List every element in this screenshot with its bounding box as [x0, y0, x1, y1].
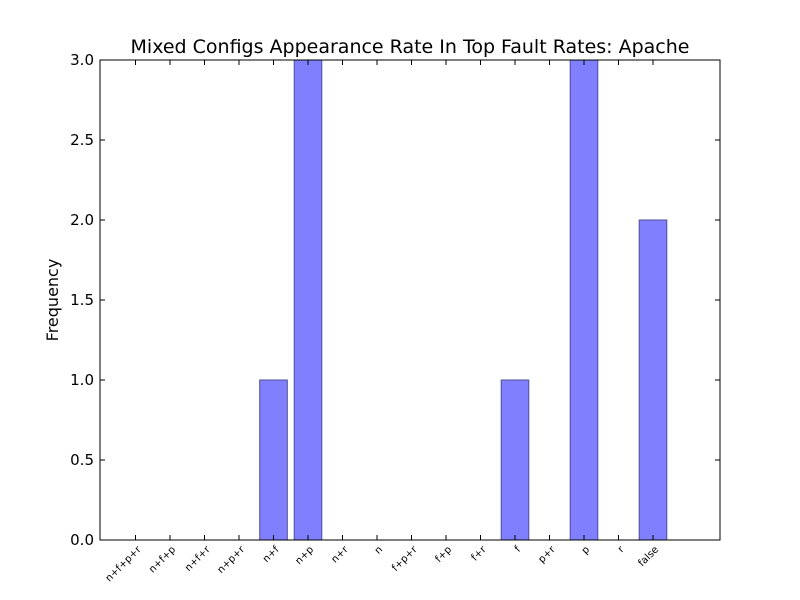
y-tick-label: 2.5 — [70, 131, 94, 149]
x-tick-label: n+p+r — [216, 544, 248, 576]
x-tick-label: f — [513, 544, 524, 555]
x-tick-label: n+f+p — [147, 544, 178, 575]
y-tick-label: 0.5 — [70, 451, 94, 469]
bar-p — [569, 59, 599, 541]
x-tick-label: n+f — [261, 544, 282, 565]
y-tick-label: 1.0 — [70, 371, 94, 389]
x-tick-label: f+p — [433, 544, 454, 565]
plot-frame — [99, 59, 721, 541]
y-axis-label: Frequency — [43, 259, 62, 342]
bar-f — [500, 379, 530, 541]
chart-title: Mixed Configs Appearance Rate In Top Fau… — [131, 36, 690, 58]
x-tick-label: r — [616, 544, 627, 555]
x-tick-label: false — [637, 544, 662, 569]
bars-group — [259, 59, 668, 541]
x-tick-label: n+f+r — [183, 544, 213, 574]
x-tick-label: p+r — [537, 544, 559, 566]
x-tick-label: f+p+r — [390, 544, 420, 574]
x-tick-label: n+r — [330, 544, 352, 566]
x-tick-label: n — [373, 544, 385, 556]
bar-n+p — [293, 59, 323, 541]
x-tick-label: n+p — [293, 544, 316, 567]
y-tick-label: 3.0 — [70, 51, 94, 69]
x-tick-label: f+r — [470, 544, 490, 564]
y-tick-label: 1.5 — [70, 291, 94, 309]
ticks-group: n+f+p+r n+f+p n+f+r n+p+r n+f n+p n+r n f+p+r f+p… — [70, 51, 720, 584]
bar-false — [638, 219, 668, 541]
x-tick-label: p — [580, 544, 592, 556]
x-tick-label: n+f+p+r — [104, 544, 145, 585]
bar-n+f — [259, 379, 288, 541]
y-tick-label: 0.0 — [70, 531, 94, 549]
y-tick-label: 2.0 — [70, 211, 94, 229]
